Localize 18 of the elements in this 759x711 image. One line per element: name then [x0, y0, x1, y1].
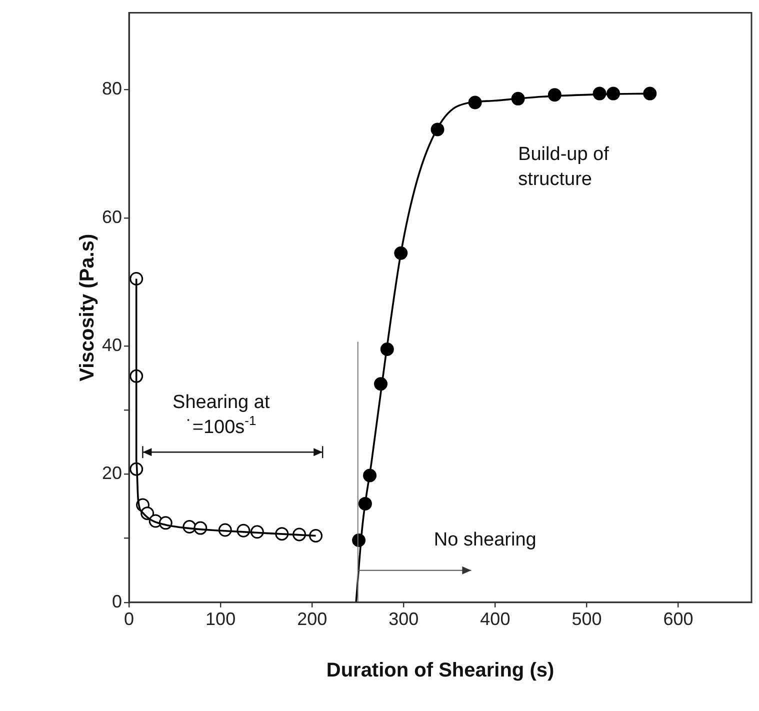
x-tick-label: 600	[663, 609, 694, 630]
point	[309, 529, 323, 542]
y-axis-title: Viscosity (Pa.s)	[76, 234, 99, 382]
x-tick-label: 300	[388, 609, 419, 630]
point	[643, 86, 657, 100]
annotation: No shearing	[434, 529, 536, 550]
annotation: Build-up of structure	[518, 144, 610, 190]
y-tick-label: 60	[102, 206, 122, 227]
point	[130, 272, 144, 286]
y-tick-label: 40	[102, 335, 122, 356]
x-axis-title: Duration of Shearing (s)	[326, 660, 554, 682]
x-tick-label: 100	[206, 609, 236, 630]
x-tick-label: 400	[480, 609, 510, 630]
x-tick-label: 200	[297, 609, 328, 630]
y-tick-label: 0	[112, 591, 122, 612]
x-tick-label: 500	[572, 609, 602, 630]
y-tick-label: 80	[102, 78, 122, 99]
y-tick-label: 20	[102, 463, 122, 484]
